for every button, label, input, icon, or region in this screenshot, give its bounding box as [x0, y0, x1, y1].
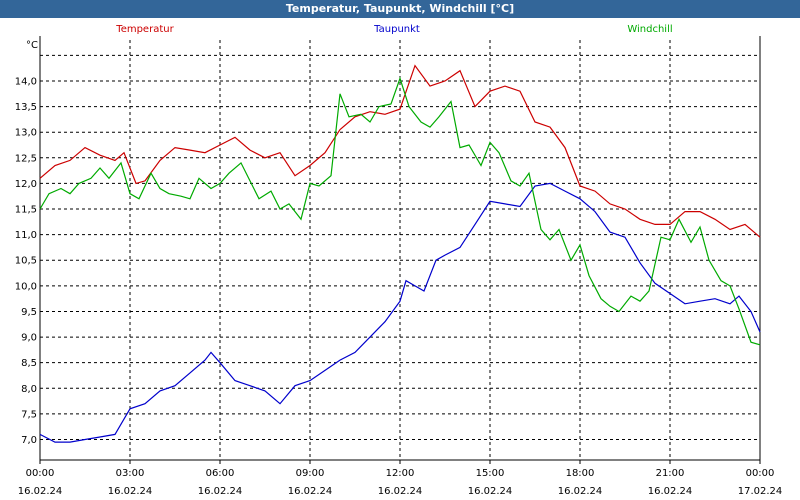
x-tick-time: 12:00	[386, 468, 415, 479]
x-tick-time: 00:00	[746, 468, 775, 479]
x-tick-time: 21:00	[656, 468, 685, 479]
x-tick-date: 16.02.24	[558, 486, 603, 497]
x-tick-time: 00:00	[26, 468, 55, 479]
y-tick-label: 9,5	[21, 307, 37, 318]
x-tick-time: 15:00	[476, 468, 505, 479]
y-tick-label: 8,5	[21, 358, 37, 369]
legend-temperatur: Temperatur	[115, 24, 174, 35]
x-tick-date: 16.02.24	[198, 486, 243, 497]
y-tick-label: 10,5	[15, 256, 37, 267]
y-tick-label: 14,0	[15, 76, 37, 87]
x-tick-date: 16.02.24	[378, 486, 423, 497]
y-tick-label: 13,5	[15, 102, 37, 113]
y-tick-label: 10,0	[15, 281, 37, 292]
y-tick-label: 11,5	[15, 205, 37, 216]
y-tick-label: 9,0	[21, 333, 37, 344]
legend-taupunkt: Taupunkt	[373, 24, 420, 35]
y-tick-label: 7,0	[21, 435, 37, 446]
series-line-windchill	[39, 76, 761, 346]
x-tick-date: 16.02.24	[648, 486, 693, 497]
x-tick-date: 17.02.24	[738, 486, 783, 497]
legend-windchill: Windchill	[627, 24, 672, 35]
series-line-taupunkt	[39, 182, 761, 443]
x-tick-time: 06:00	[206, 468, 235, 479]
series-line-temperatur	[39, 64, 761, 238]
y-tick-label: 8,0	[21, 384, 37, 395]
y-tick-label: 12,0	[15, 179, 37, 190]
y-axis-label: °C	[26, 40, 38, 51]
x-tick-time: 03:00	[116, 468, 145, 479]
y-tick-label: 13,0	[15, 128, 37, 139]
chart-plot: 7,0 7,5 8,0 8,5 9,0 9,5 10,0 10,5 11,0 11,5 12,0 12…	[15, 24, 783, 497]
y-tick-label: 11,0	[15, 230, 37, 241]
x-tick-time: 18:00	[566, 468, 595, 479]
x-tick-date: 16.02.24	[18, 486, 63, 497]
y-tick-label: 7,5	[21, 409, 37, 420]
x-tick-date: 16.02.24	[468, 486, 513, 497]
y-tick-label: 12,5	[15, 153, 37, 164]
x-tick-date: 16.02.24	[108, 486, 153, 497]
x-tick-date: 16.02.24	[288, 486, 333, 497]
chart-title: Temperatur, Taupunkt, Windchill [°C]	[0, 0, 800, 18]
x-tick-time: 09:00	[296, 468, 325, 479]
